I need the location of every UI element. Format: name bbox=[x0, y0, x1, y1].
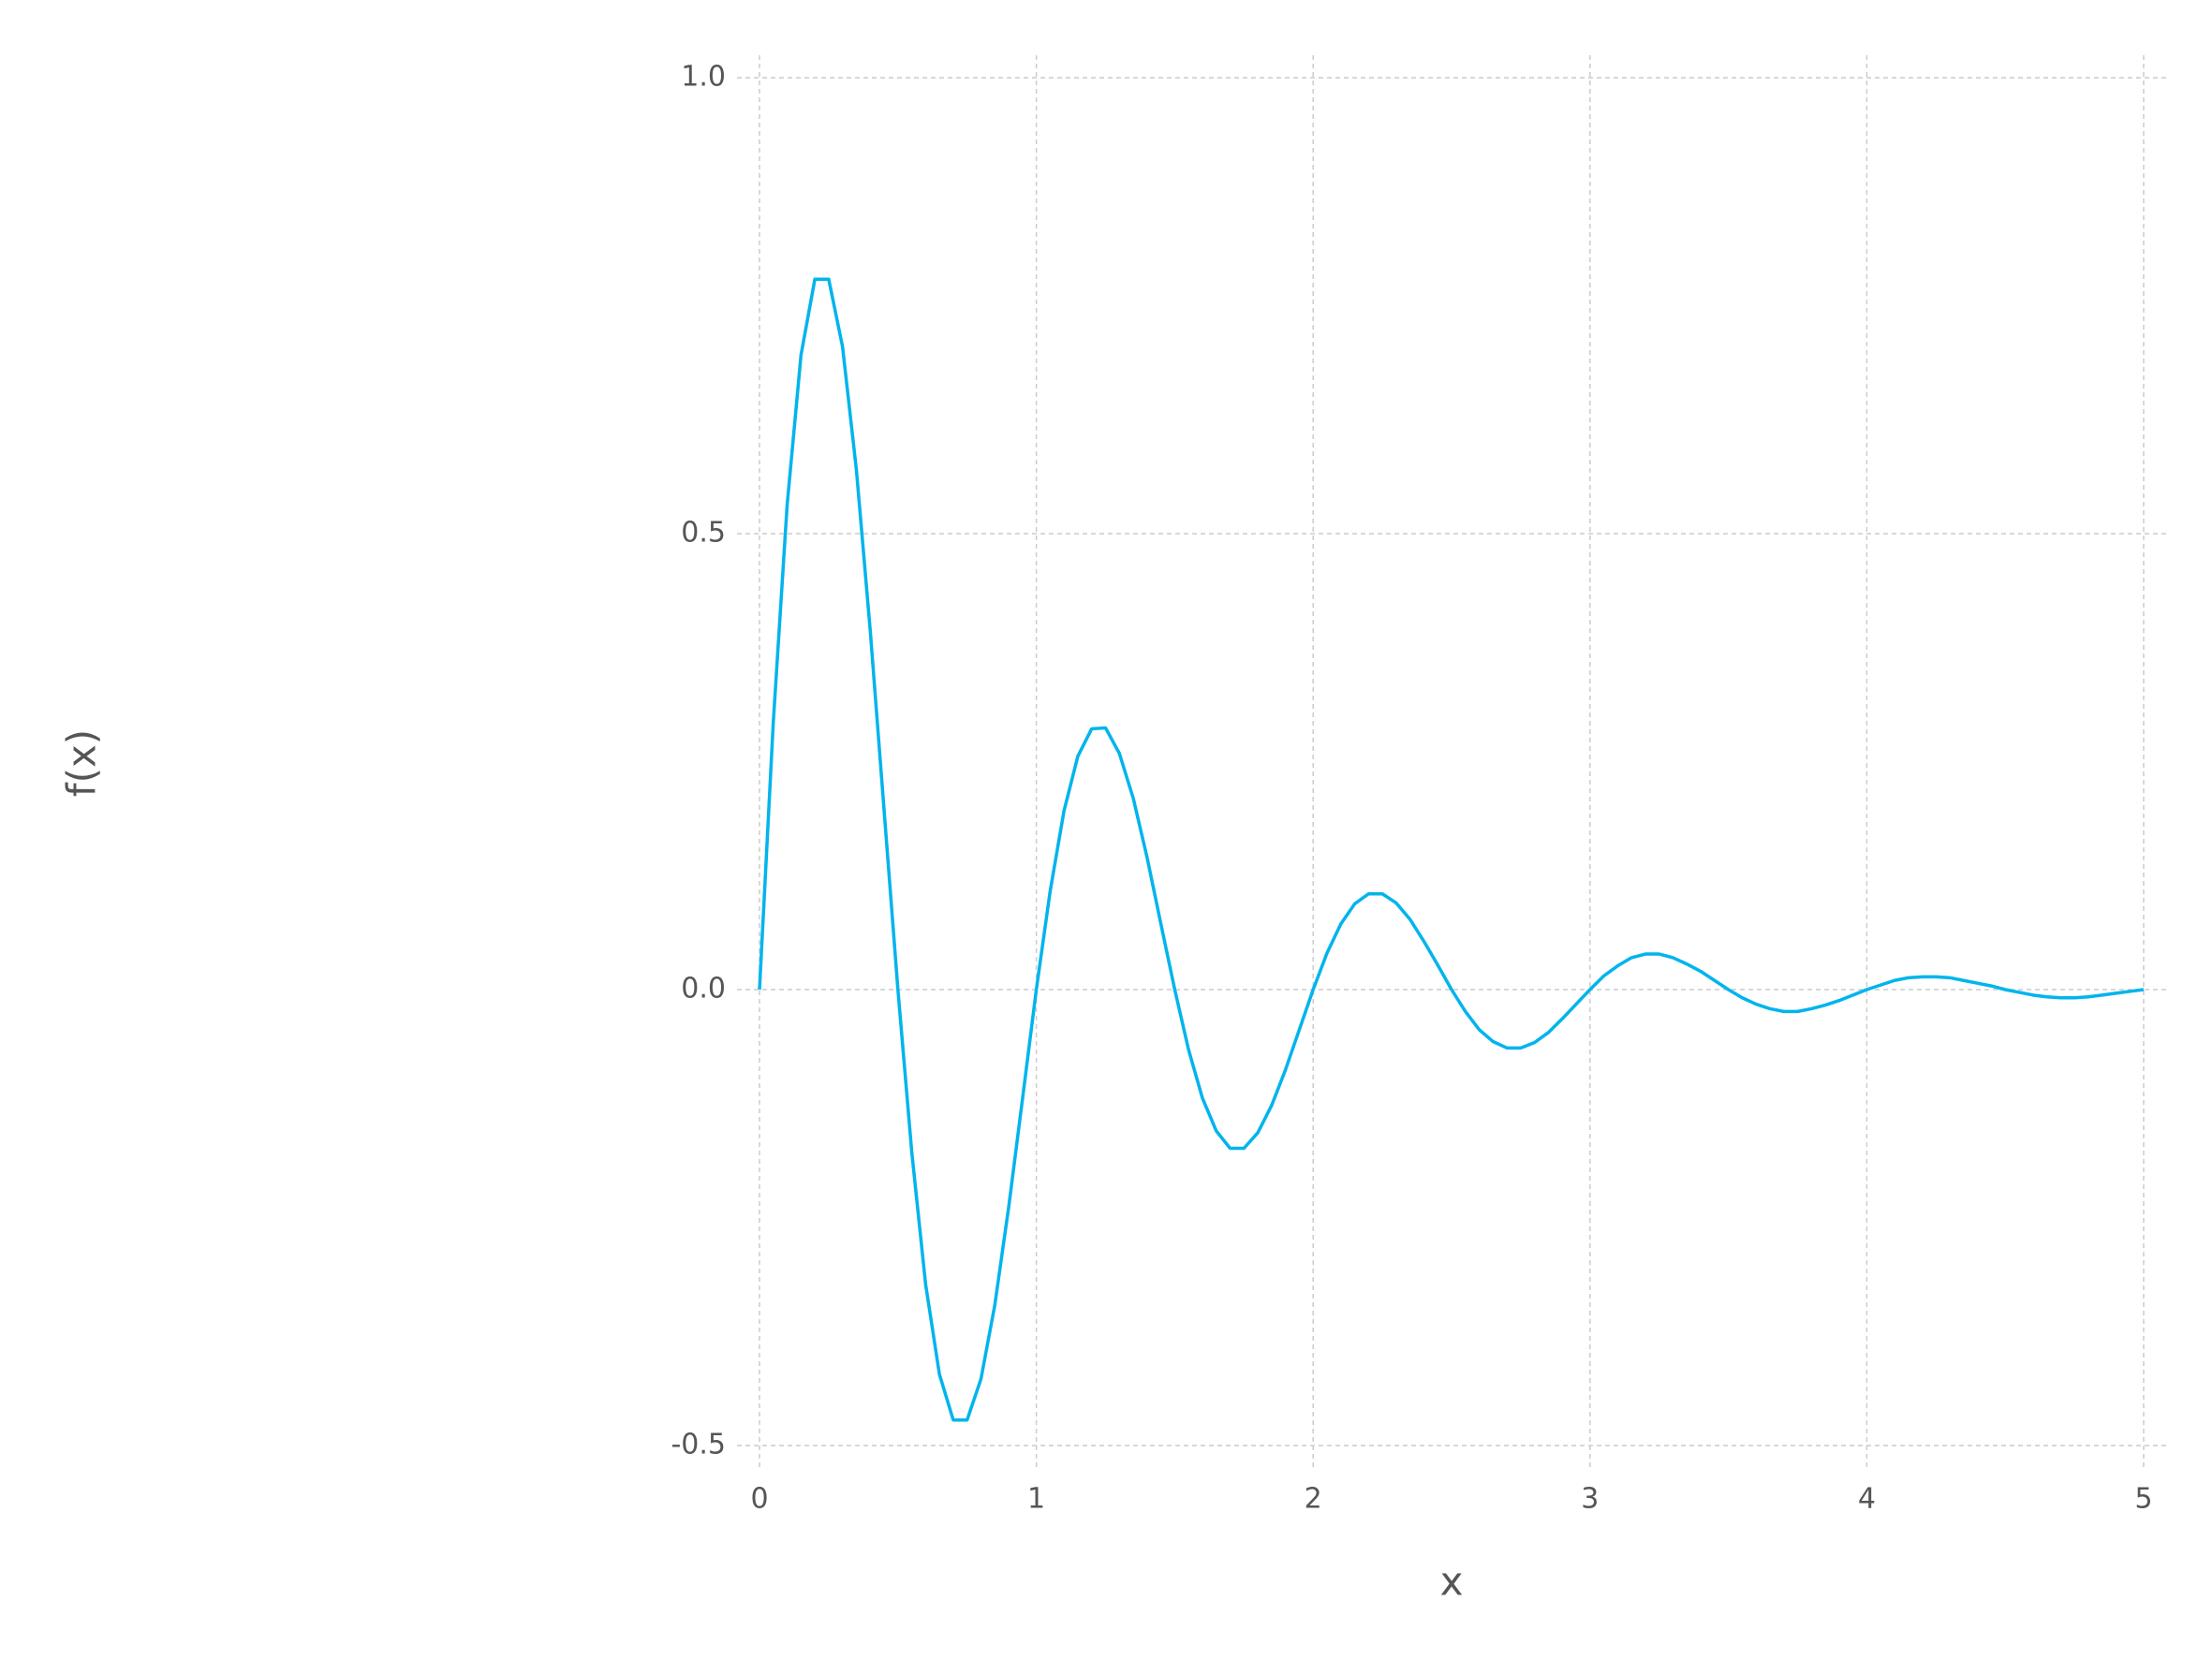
y-tick-label: 0.0 bbox=[681, 973, 726, 1006]
line-series bbox=[758, 277, 2145, 1422]
x-tick-label: 3 bbox=[1581, 1483, 1599, 1516]
x-tick-label: 2 bbox=[1305, 1483, 1322, 1516]
x-tick-label: 4 bbox=[1858, 1483, 1876, 1516]
y-tick-label: 1.0 bbox=[681, 61, 726, 94]
x-axis-label: x bbox=[1440, 1559, 1464, 1605]
y-tick-label: -0.5 bbox=[671, 1429, 726, 1461]
x-tick-label: 1 bbox=[1027, 1483, 1045, 1516]
y-tick-label: 0.5 bbox=[681, 517, 726, 550]
y-axis-label: f(x) bbox=[59, 729, 105, 797]
x-tick-label: 5 bbox=[2134, 1483, 2152, 1516]
x-tick-label: 0 bbox=[750, 1483, 768, 1516]
